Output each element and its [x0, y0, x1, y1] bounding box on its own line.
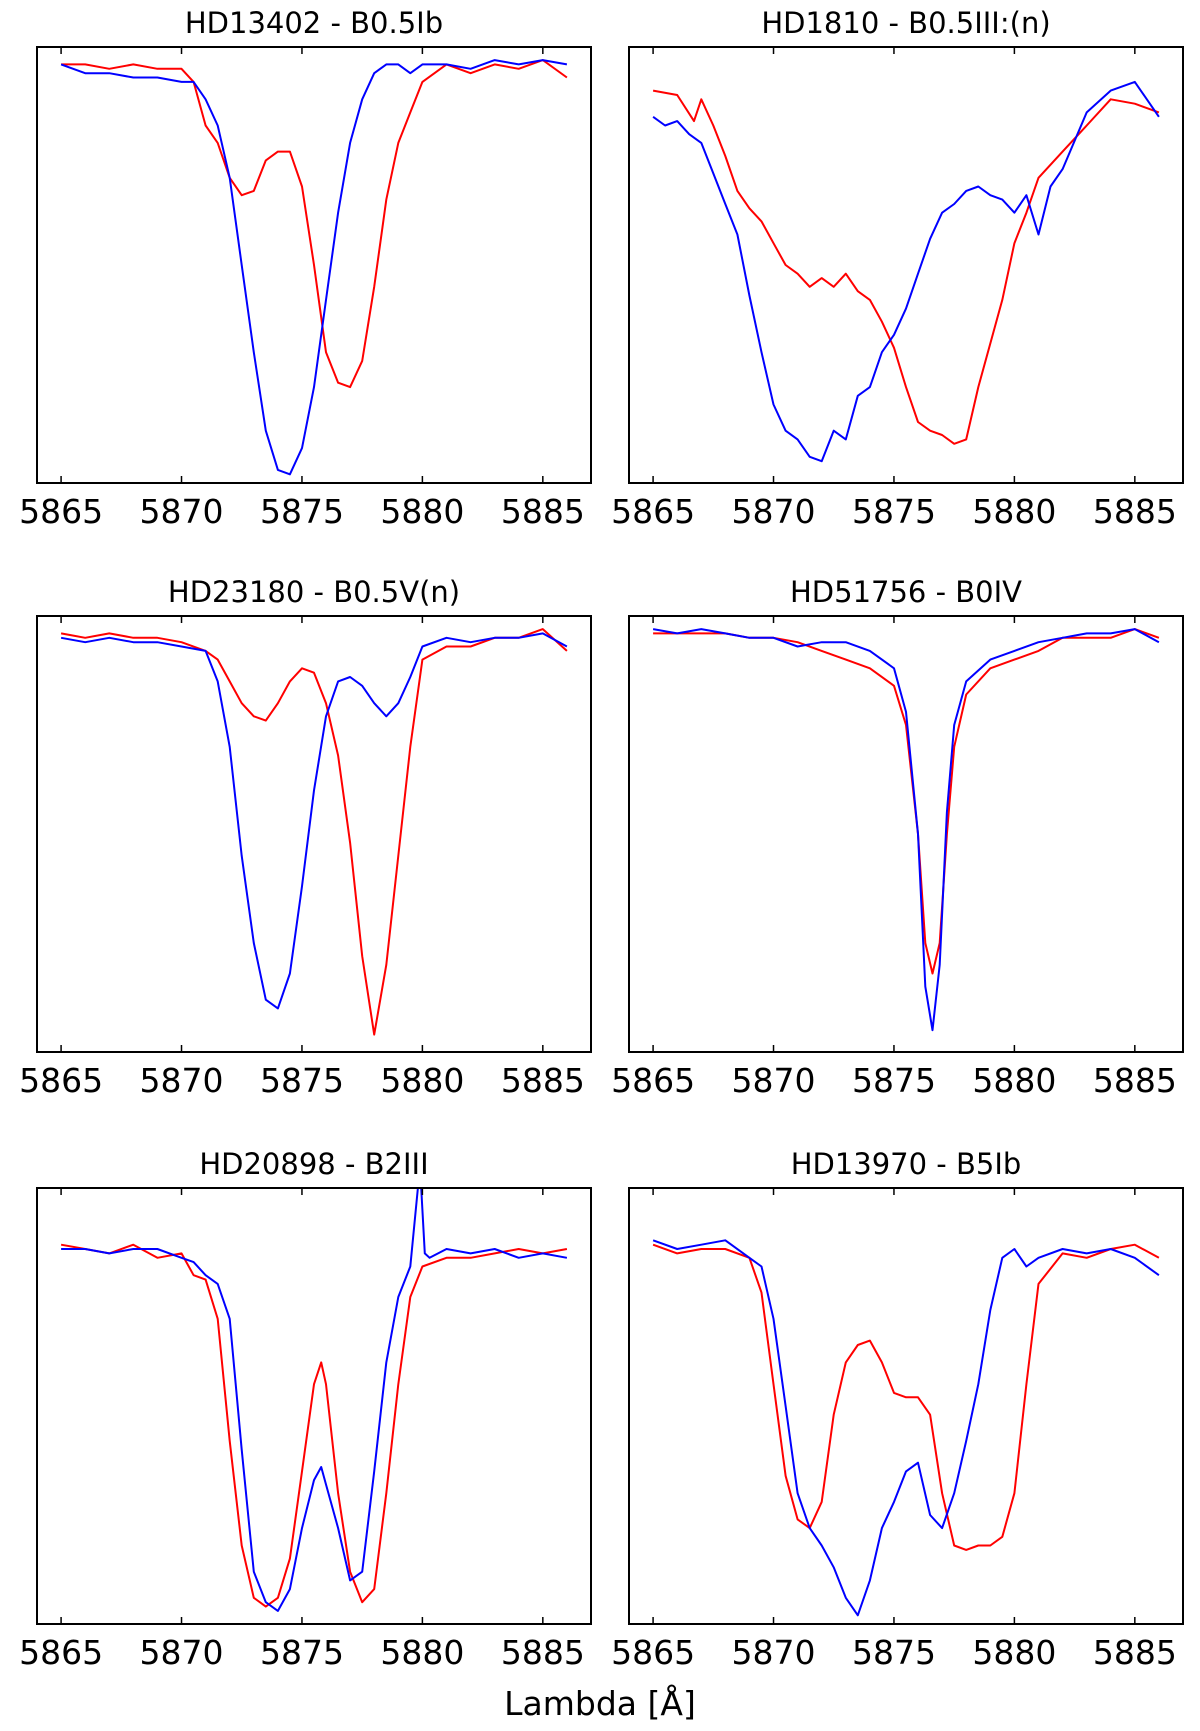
- x-tick-label: 5875: [260, 1061, 344, 1100]
- series-line-blue: [61, 1188, 568, 1612]
- series-line-blue: [652, 80, 1160, 463]
- x-tick-label: 5875: [852, 1633, 936, 1672]
- x-tick-label: 5880: [380, 492, 464, 531]
- x-axis-label: Lambda [Å]: [504, 1683, 696, 1723]
- x-tick-label: 5880: [972, 492, 1056, 531]
- x-tick-label: 5865: [611, 492, 695, 531]
- x-tick-label: 5870: [140, 1061, 224, 1100]
- axes-frame: [36, 46, 592, 484]
- x-tick-label: 5870: [732, 1633, 816, 1672]
- x-tick-label: 5880: [380, 1061, 464, 1100]
- series-line-blue: [652, 628, 1160, 1032]
- panel-2: HD1810 - B0.5III:(n) 5865 5870 5875 5880 5885: [611, 6, 1184, 531]
- x-tick-label: 5865: [19, 1633, 103, 1672]
- series-line-blue: [652, 1239, 1160, 1617]
- axes-frame: [36, 615, 592, 1053]
- series-line-red: [60, 1243, 568, 1608]
- series-line-red: [653, 628, 1160, 975]
- axes-frame: [628, 615, 1184, 1053]
- x-tick-label: 5885: [1093, 1633, 1177, 1672]
- panel-6: HD13970 - B5Ib 5865 5870 5875 5880 5885: [611, 1147, 1184, 1672]
- panel-title: HD51756 - B0IV: [790, 575, 1022, 609]
- series-line-blue: [60, 632, 568, 1010]
- x-tick-label: 5870: [140, 492, 224, 531]
- x-tick-label: 5885: [501, 1061, 585, 1100]
- x-tick-label: 5865: [611, 1061, 695, 1100]
- panel-1: HD13402 - B0.5Ib 5865 5870 5875 5880 5885: [19, 6, 592, 531]
- series-line-red: [60, 628, 568, 1036]
- x-tick-label: 5880: [972, 1061, 1056, 1100]
- x-tick-label: 5885: [501, 1633, 585, 1672]
- x-tick-label: 5865: [19, 492, 103, 531]
- series-line-red: [652, 89, 1160, 445]
- x-tick-label: 5880: [380, 1633, 464, 1672]
- panel-title: HD1810 - B0.5III:(n): [761, 6, 1050, 40]
- series-line-red: [652, 1243, 1160, 1551]
- x-tick-label: 5865: [611, 1633, 695, 1672]
- x-tick-label: 5870: [732, 1061, 816, 1100]
- x-tick-label: 5885: [1093, 492, 1177, 531]
- axes-frame: [628, 1187, 1184, 1625]
- x-tick-label: 5880: [972, 1633, 1056, 1672]
- panel-5: HD20898 - B2III 5865 5870 5875 5880 5885: [19, 1147, 592, 1672]
- x-tick-label: 5870: [140, 1633, 224, 1672]
- x-tick-label: 5885: [1093, 1061, 1177, 1100]
- panel-title: HD20898 - B2III: [199, 1147, 428, 1181]
- axes-frame: [36, 1187, 592, 1625]
- x-tick-label: 5875: [852, 492, 936, 531]
- x-tick-label: 5875: [260, 1633, 344, 1672]
- x-tick-label: 5875: [852, 1061, 936, 1100]
- x-tick-label: 5870: [732, 492, 816, 531]
- panel-3: HD23180 - B0.5V(n) 5865 5870 5875 5880 5885: [19, 575, 592, 1100]
- panel-title: HD13970 - B5Ib: [791, 1147, 1022, 1181]
- x-tick-label: 5875: [260, 492, 344, 531]
- series-line-blue: [60, 59, 568, 476]
- panel-4: HD51756 - B0IV 5865 5870 5875 5880 5885: [611, 575, 1184, 1100]
- axes-frame: [628, 46, 1184, 484]
- panel-title: HD23180 - B0.5V(n): [168, 575, 460, 609]
- x-tick-label: 5865: [19, 1061, 103, 1100]
- x-tick-label: 5885: [501, 492, 585, 531]
- series-line-red: [61, 59, 568, 389]
- panel-title: HD13402 - B0.5Ib: [185, 6, 443, 40]
